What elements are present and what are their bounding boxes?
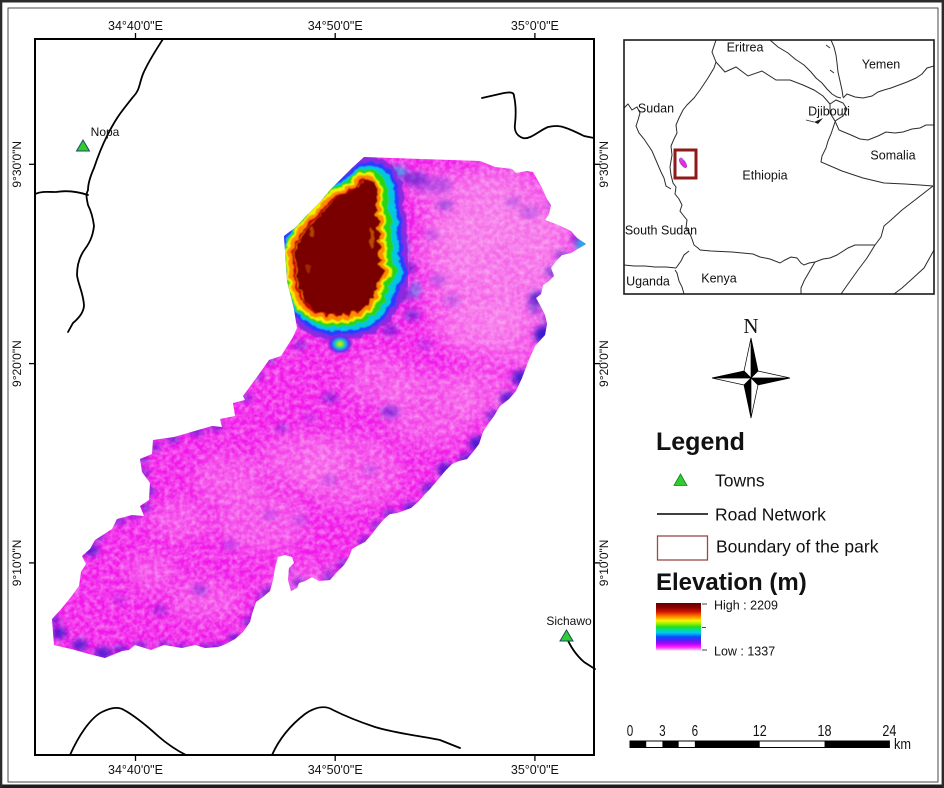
svg-text:9°30'0"N: 9°30'0"N: [10, 141, 24, 188]
svg-text:18: 18: [818, 723, 832, 740]
svg-text:3: 3: [659, 723, 666, 740]
svg-text:34°40'0"E: 34°40'0"E: [108, 763, 163, 777]
svg-text:Legend: Legend: [656, 428, 745, 456]
svg-text:12: 12: [753, 723, 767, 740]
svg-text:Road Network: Road Network: [715, 505, 826, 525]
svg-text:High : 2209: High : 2209: [714, 599, 778, 613]
svg-text:South Sudan: South Sudan: [625, 224, 697, 238]
svg-text:9°20'0"N: 9°20'0"N: [10, 340, 24, 387]
svg-text:34°50'0"E: 34°50'0"E: [308, 19, 363, 33]
svg-text:Ethiopia: Ethiopia: [742, 169, 787, 183]
svg-text:9°10'0"N: 9°10'0"N: [10, 540, 24, 587]
svg-text:Yemen: Yemen: [862, 58, 901, 72]
svg-text:0: 0: [627, 723, 634, 740]
svg-text:6: 6: [692, 723, 699, 740]
svg-text:Elevation (m): Elevation (m): [656, 569, 807, 596]
svg-text:9°10'0"N: 9°10'0"N: [597, 540, 611, 587]
svg-text:Towns: Towns: [715, 471, 765, 491]
svg-text:Somalia: Somalia: [870, 149, 915, 163]
svg-text:Uganda: Uganda: [626, 275, 670, 289]
svg-text:Eritrea: Eritrea: [727, 41, 764, 55]
svg-text:35°0'0"E: 35°0'0"E: [511, 19, 559, 33]
svg-text:Sudan: Sudan: [638, 102, 674, 116]
svg-text:9°20'0"N: 9°20'0"N: [597, 340, 611, 387]
svg-text:9°30'0"N: 9°30'0"N: [597, 141, 611, 188]
svg-text:35°0'0"E: 35°0'0"E: [511, 763, 559, 777]
svg-text:Boundary of the park: Boundary of the park: [716, 537, 879, 557]
svg-text:24: 24: [882, 723, 896, 740]
svg-text:Sichawo: Sichawo: [546, 614, 592, 628]
svg-text:Djibouti: Djibouti: [808, 105, 850, 119]
svg-text:Low : 1337: Low : 1337: [714, 645, 775, 659]
svg-text:Nopa: Nopa: [91, 125, 120, 139]
svg-text:34°50'0"E: 34°50'0"E: [308, 763, 363, 777]
svg-text:34°40'0"E: 34°40'0"E: [108, 19, 163, 33]
svg-text:N: N: [743, 314, 758, 338]
svg-text:Kenya: Kenya: [701, 272, 736, 286]
svg-text:km: km: [894, 736, 911, 753]
